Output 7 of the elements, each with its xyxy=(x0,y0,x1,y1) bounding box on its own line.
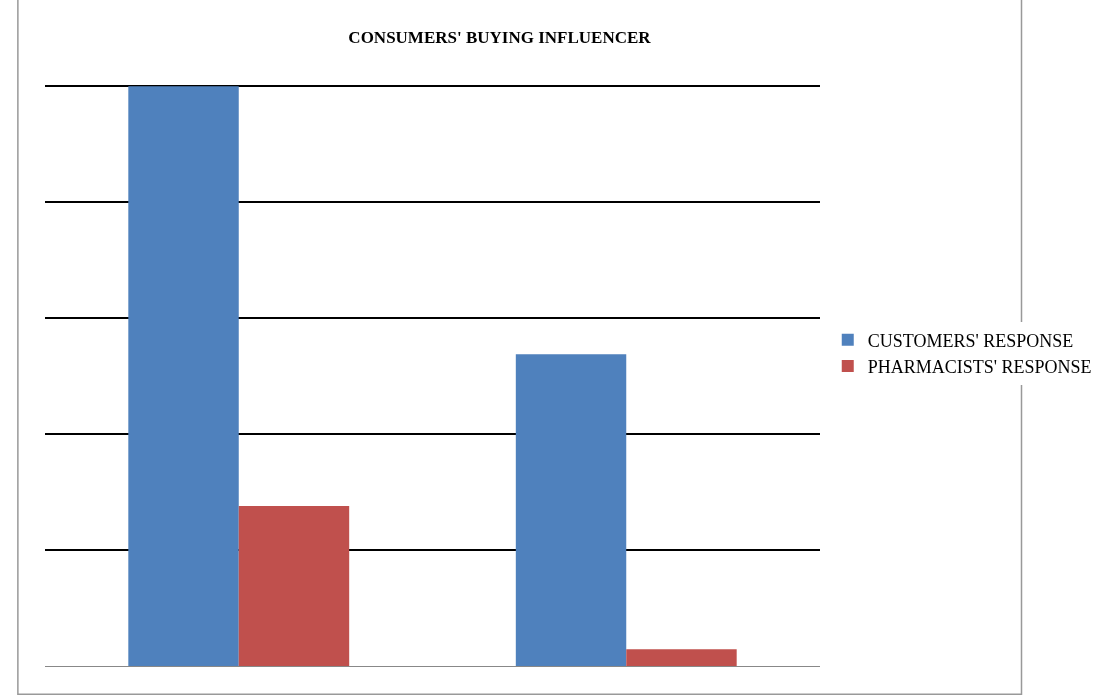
legend-label: PHARMACISTS' RESPONSE xyxy=(867,357,1092,378)
legend-label: CUSTOMERS' RESPONSE xyxy=(867,330,1074,351)
bar xyxy=(515,354,627,666)
bar xyxy=(128,86,239,666)
chart-title: CONSUMERS' BUYING INFLUENCER xyxy=(348,28,652,48)
bar xyxy=(626,649,737,666)
bar xyxy=(238,506,350,666)
